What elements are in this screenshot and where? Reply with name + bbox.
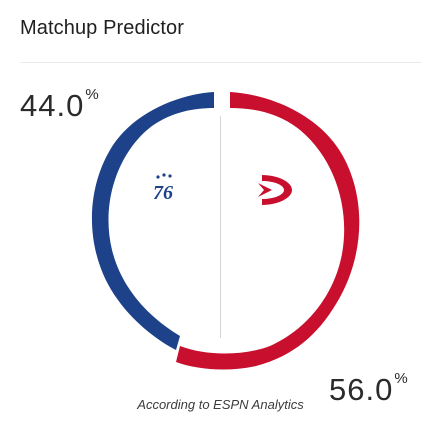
right-team-win-pct: 56.0% (329, 371, 409, 407)
right-win-pct-value: 56.0 (329, 372, 394, 407)
widget-title: Matchup Predictor (20, 17, 184, 39)
right-team-arc (176, 92, 360, 370)
sixers-logo-text: 76 (153, 182, 173, 204)
title-divider (20, 62, 421, 63)
hawks-logo-icon (258, 175, 292, 205)
left-win-pct-value: 44.0 (20, 88, 85, 123)
left-team-win-pct: 44.0% (20, 87, 100, 123)
left-team-arc (91, 92, 214, 350)
sixers-logo-icon: 76 (153, 173, 173, 204)
analytics-footer: According to ESPN Analytics (137, 397, 304, 412)
right-pct-symbol: % (394, 370, 409, 387)
left-pct-symbol: % (85, 86, 100, 103)
